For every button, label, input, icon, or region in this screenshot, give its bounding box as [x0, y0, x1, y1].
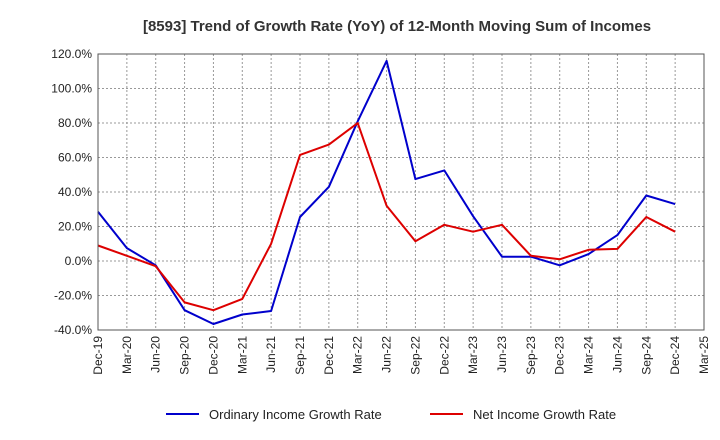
x-tick-label: Mar-23	[466, 336, 480, 374]
series-line-net-income	[97, 122, 676, 312]
y-axis-ticks: -40.0% -20.0% 0.0% 20.0% 40.0% 60.0% 80.0% 100.…	[51, 47, 92, 337]
legend-label: Ordinary Income Growth Rate	[209, 407, 382, 422]
x-tick-label: Mar-21	[235, 336, 249, 374]
plot-frame	[97, 53, 705, 331]
y-tick-label: 100.0%	[51, 82, 92, 96]
x-tick-label: Dec-24	[668, 336, 682, 375]
x-tick-label: Mar-20	[120, 336, 134, 374]
x-tick-label: Dec-19	[91, 336, 105, 375]
series-lines	[97, 59, 676, 325]
x-tick-label: Sep-24	[639, 336, 653, 375]
x-tick-label: Mar-25	[697, 336, 711, 374]
x-tick-label: Dec-20	[206, 336, 220, 375]
chart-title: [8593] Trend of Growth Rate (YoY) of 12-…	[143, 18, 651, 35]
x-axis-ticks: Dec-19 Mar-20 Jun-20 Sep-20 Dec-20 Mar-21 Jun-…	[91, 336, 711, 375]
x-tick-label: Mar-22	[351, 336, 365, 374]
x-tick-label: Sep-23	[524, 336, 538, 375]
x-tick-label: Dec-22	[437, 336, 451, 375]
x-tick-label: Jun-24	[610, 336, 624, 373]
legend-label: Net Income Growth Rate	[473, 407, 616, 422]
grid	[98, 54, 704, 330]
x-tick-label: Dec-21	[322, 336, 336, 375]
y-tick-label: -20.0%	[54, 289, 92, 303]
y-tick-label: 60.0%	[58, 151, 92, 165]
x-tick-label: Dec-23	[553, 336, 567, 375]
x-tick-label: Jun-21	[264, 336, 278, 373]
x-tick-label: Sep-20	[178, 336, 192, 375]
y-tick-label: 120.0%	[51, 47, 92, 61]
x-tick-label: Mar-24	[582, 336, 596, 374]
x-tick-label: Jun-22	[380, 336, 394, 373]
y-tick-label: 40.0%	[58, 185, 92, 199]
y-tick-label: 20.0%	[58, 220, 92, 234]
y-tick-label: -40.0%	[54, 323, 92, 337]
series-line-ordinary-income	[97, 59, 676, 325]
x-tick-label: Jun-23	[495, 336, 509, 373]
y-tick-label: 80.0%	[58, 116, 92, 130]
legend: Ordinary Income Growth Rate Net Income Gr…	[166, 407, 616, 422]
x-tick-label: Sep-21	[293, 336, 307, 375]
x-tick-label: Sep-22	[408, 336, 422, 375]
x-tick-label: Jun-20	[149, 336, 163, 373]
y-tick-label: 0.0%	[65, 254, 93, 268]
